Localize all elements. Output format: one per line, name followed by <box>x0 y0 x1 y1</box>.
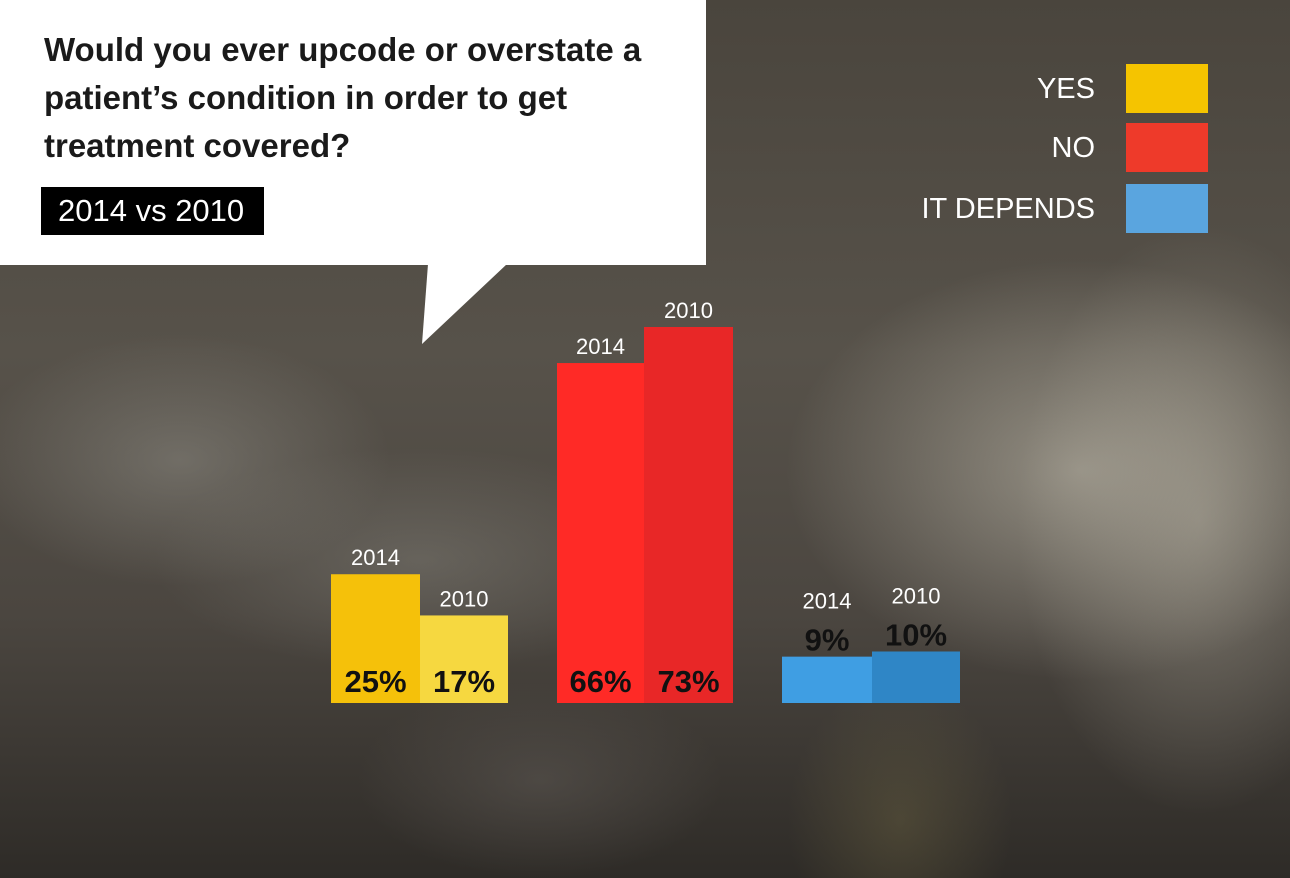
value-label-it-depends-2014: 9% <box>805 623 850 658</box>
value-label-yes-2014: 25% <box>344 664 406 699</box>
legend-label-it-depends: IT DEPENDS <box>921 193 1095 225</box>
year-label-yes-2014: 2014 <box>351 545 400 570</box>
value-label-no-2014: 66% <box>569 664 631 699</box>
year-label-no-2010: 2010 <box>664 298 713 323</box>
speech-bubble-tail <box>422 264 507 344</box>
value-label-no-2010: 73% <box>657 664 719 699</box>
legend-swatch-yes <box>1126 64 1208 113</box>
legend-label-no: NO <box>1051 132 1096 164</box>
question-title: Would you ever upcode or overstate a pat… <box>44 31 642 164</box>
bar-no-2010 <box>644 327 733 703</box>
value-label-yes-2010: 17% <box>433 664 495 699</box>
legend-swatch-no <box>1126 123 1208 172</box>
year-label-no-2014: 2014 <box>576 334 625 359</box>
year-label-it-depends-2010: 2010 <box>892 583 941 608</box>
bar-yes-2014 <box>331 574 420 703</box>
legend-swatch-it-depends <box>1126 184 1208 233</box>
subtitle-badge: 2014 vs 2010 <box>41 187 265 235</box>
bar-yes-2010 <box>420 615 508 703</box>
bar-no-2014 <box>557 363 644 703</box>
bar-it-depends-2010 <box>872 651 960 703</box>
bar-it-depends-2014 <box>782 656 872 703</box>
legend-label-yes: YES <box>1036 73 1095 105</box>
value-label-it-depends-2010: 10% <box>885 617 947 652</box>
year-label-it-depends-2014: 2014 <box>803 589 852 614</box>
year-label-yes-2010: 2010 <box>440 586 489 611</box>
